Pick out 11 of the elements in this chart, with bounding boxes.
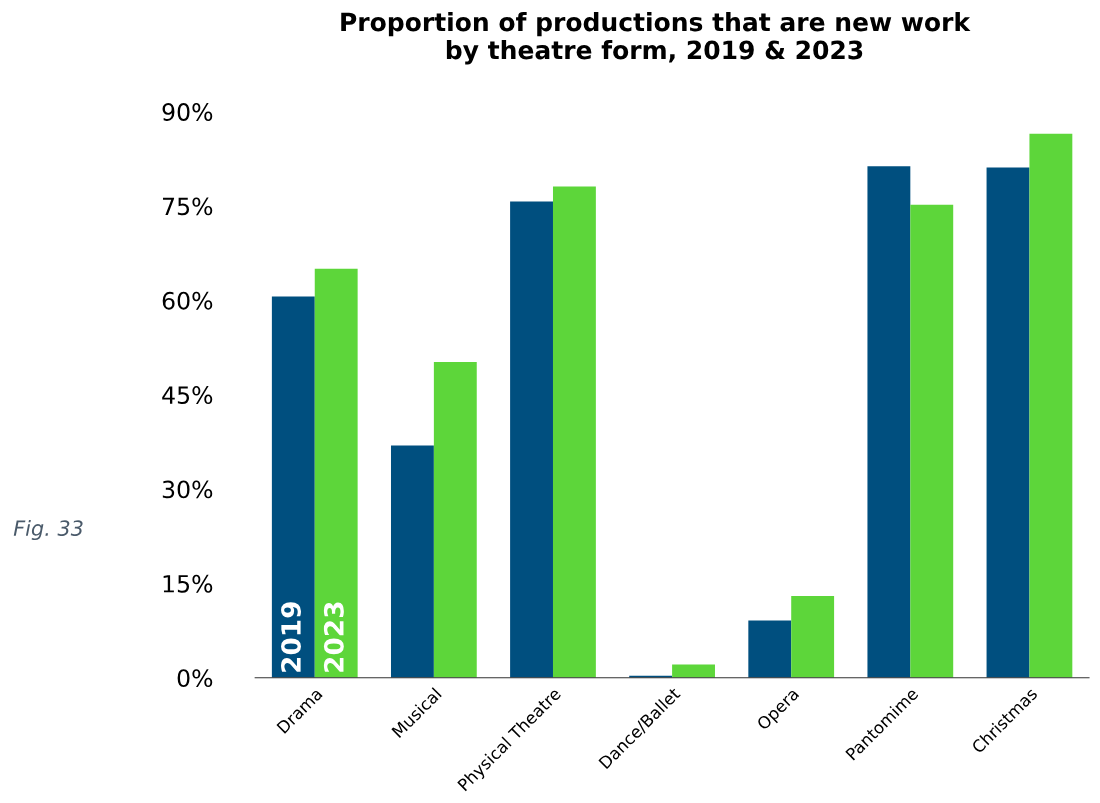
y-tick-label: 0% bbox=[177, 669, 213, 688]
y-tick-label: 15% bbox=[163, 574, 213, 593]
y-tick-label: 90% bbox=[162, 103, 213, 121]
y-tick-label: 45% bbox=[162, 386, 213, 404]
y-tick-label: 75% bbox=[162, 197, 213, 216]
y-tick-label: 60% bbox=[162, 291, 213, 310]
caption: Fig. 33 bbox=[13, 519, 83, 541]
chart-title: Proportion of productions that are new work by theatre form, 2019 & 2023 bbox=[341, 12, 971, 65]
series-label: 2023 bbox=[323, 602, 344, 672]
y-tick-label: 30% bbox=[162, 480, 213, 499]
series-label: 2019 bbox=[281, 602, 301, 672]
